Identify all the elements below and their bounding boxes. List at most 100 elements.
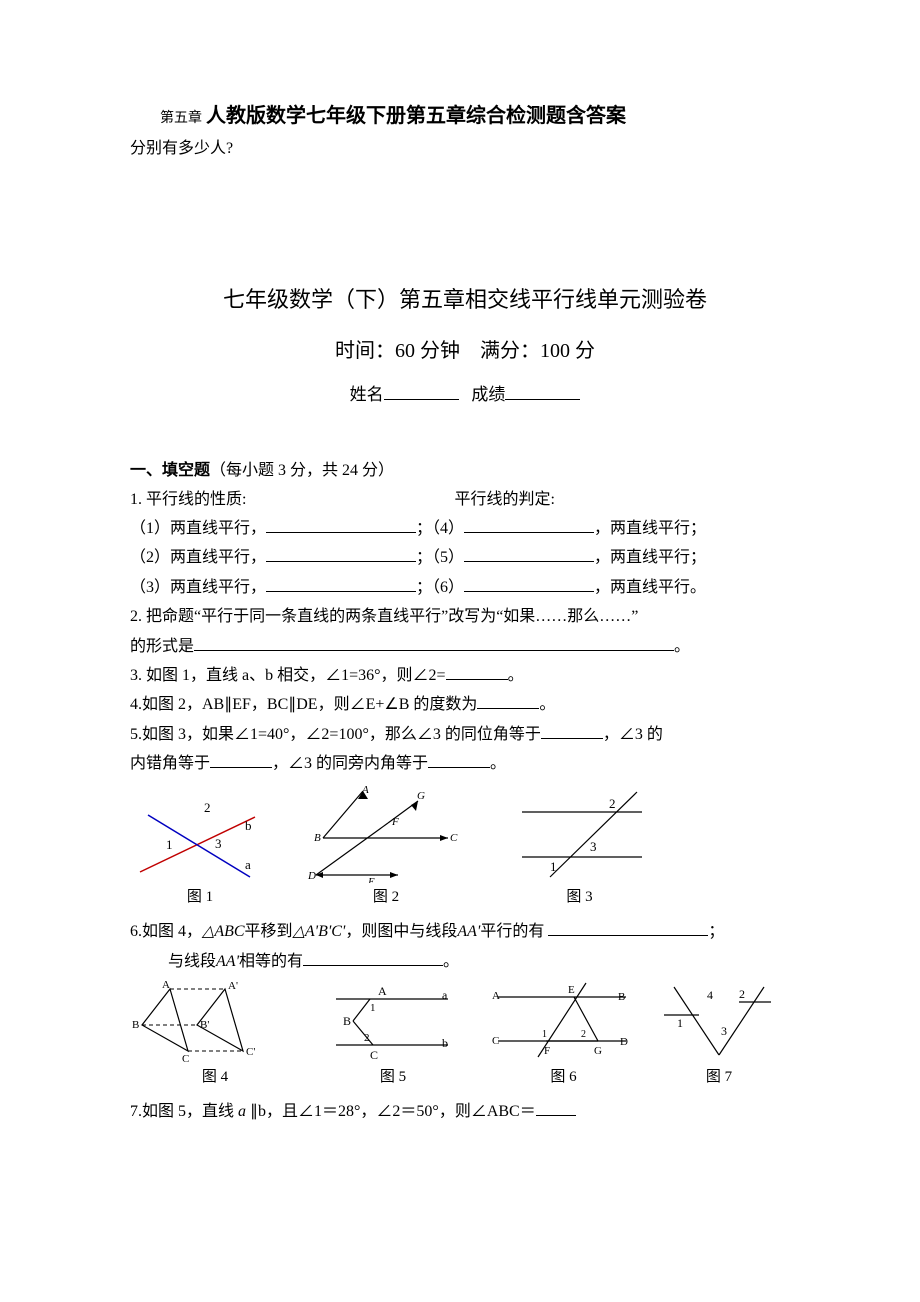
svg-text:1: 1 — [542, 1029, 547, 1040]
q2-blank[interactable] — [194, 635, 674, 651]
figure-6-label: 图 6 — [486, 1065, 641, 1089]
svg-text:C: C — [450, 832, 458, 844]
svg-text:2: 2 — [364, 1032, 370, 1044]
svg-text:F: F — [391, 816, 399, 828]
svg-text:b: b — [442, 1036, 448, 1050]
figures-row-1: 2 b 1 3 a 图 1 A G B F C D E 图 2 — [130, 783, 800, 909]
q5-line2: 内错角等于，∠3 的同旁内角等于。 — [130, 751, 800, 777]
name-blank[interactable] — [384, 383, 459, 400]
figure-6: A E B C 1 2 F G D 图 6 — [486, 977, 641, 1089]
q1-row-2: （2）两直线平行，；（5），两直线平行； — [130, 545, 800, 571]
q2-line2: 的形式是。 — [130, 634, 800, 660]
svg-text:A': A' — [228, 980, 238, 992]
figure-4: A A' B B' C C' 图 4 — [130, 977, 300, 1089]
figure-7-label: 图 7 — [659, 1065, 779, 1089]
svg-text:E: E — [568, 984, 575, 996]
q1-row-3: （3）两直线平行，；（6），两直线平行。 — [130, 575, 800, 601]
figure-2-svg: A G B F C D E — [298, 783, 474, 883]
svg-text:G: G — [417, 790, 425, 802]
q1-stem: 1. 平行线的性质: — [130, 491, 246, 508]
svg-text:3: 3 — [590, 839, 597, 854]
svg-text:B: B — [314, 832, 321, 844]
svg-text:D: D — [307, 870, 316, 882]
figure-1-svg: 2 b 1 3 a — [130, 797, 270, 883]
main-title: 七年级数学（下）第五章相交线平行线单元测验卷 — [130, 282, 800, 317]
svg-text:A: A — [378, 984, 387, 998]
q5-blank-2[interactable] — [210, 752, 272, 768]
svg-text:2: 2 — [609, 796, 616, 811]
figure-7: 4 2 1 3 图 7 — [659, 977, 779, 1089]
section-1-heading: 一、填空题（每小题 3 分，共 24 分） — [130, 458, 800, 484]
q7: 7.如图 5，直线 a ∥b，且∠1＝28°，∠2＝50°，则∠ABC＝ — [130, 1099, 800, 1125]
svg-text:3: 3 — [215, 836, 222, 851]
grade-blank[interactable] — [505, 383, 580, 400]
q1-row-1: （1）两直线平行，；（4），两直线平行； — [130, 516, 800, 542]
q5-blank-1[interactable] — [541, 723, 603, 739]
orphan-question: 分别有多少人? — [130, 136, 800, 162]
q7-blank[interactable] — [536, 1100, 576, 1116]
svg-text:2: 2 — [581, 1029, 586, 1040]
svg-text:C': C' — [246, 1046, 255, 1058]
svg-text:1: 1 — [370, 1002, 376, 1014]
figure-3-label: 图 3 — [502, 885, 657, 909]
grade-label: 成绩 — [471, 385, 505, 404]
q6-line2: 与线段AA'相等的有。 — [168, 949, 800, 975]
chapter-prefix: 第五章 — [160, 111, 202, 126]
svg-text:B: B — [343, 1014, 351, 1028]
q6-blank-1[interactable] — [548, 920, 708, 936]
q3: 3. 如图 1，直线 a、b 相交，∠1=36°，则∠2=。 — [130, 663, 800, 689]
time-score-line: 时间：60 分钟 满分：100 分 — [130, 335, 800, 367]
q1-blank-2[interactable] — [266, 546, 416, 562]
q5-blank-3[interactable] — [428, 752, 490, 768]
svg-text:D: D — [620, 1036, 628, 1048]
figure-5-label: 图 5 — [318, 1065, 468, 1089]
q5-line1: 5.如图 3，如果∠1=40°，∠2=100°，那么∠3 的同位角等于，∠3 的 — [130, 722, 800, 748]
section-1-title: 一、填空题 — [130, 462, 210, 479]
name-grade-line: 姓名 成绩 — [130, 381, 800, 408]
q1-blank-6[interactable] — [464, 576, 594, 592]
svg-text:G: G — [594, 1045, 602, 1057]
svg-text:C: C — [492, 1035, 499, 1047]
q4-blank[interactable] — [477, 693, 539, 709]
figure-4-svg: A A' B B' C C' — [130, 977, 300, 1063]
figure-1: 2 b 1 3 a 图 1 — [130, 797, 270, 909]
q6-line1: 6.如图 4，△ABC平移到△A'B'C'，则图中与线段AA'平行的有 ； — [130, 919, 800, 945]
svg-text:1: 1 — [677, 1016, 683, 1030]
svg-text:b: b — [245, 818, 252, 833]
time-value: 60 分钟 — [395, 340, 460, 362]
q2-line1: 2. 把命题“平行于同一条直线的两条直线平行”改写为“如果……那么……” — [130, 604, 800, 630]
score-value: 100 分 — [540, 340, 595, 362]
svg-text:C: C — [182, 1053, 189, 1063]
time-label: 时间： — [335, 340, 395, 362]
q1-blank-5[interactable] — [464, 546, 594, 562]
section-1-note: （每小题 3 分，共 24 分） — [210, 462, 394, 479]
score-label: 满分： — [480, 340, 540, 362]
name-label: 姓名 — [350, 385, 384, 404]
q1-blank-4[interactable] — [464, 517, 594, 533]
figure-2-label: 图 2 — [298, 885, 474, 909]
figure-5-svg: A a 1 B 2 C b — [318, 977, 468, 1063]
figure-2: A G B F C D E 图 2 — [298, 783, 474, 909]
svg-text:B': B' — [200, 1019, 209, 1031]
figure-1-label: 图 1 — [130, 885, 270, 909]
svg-text:1: 1 — [166, 837, 173, 852]
svg-text:B: B — [618, 991, 625, 1003]
q3-blank[interactable] — [446, 664, 508, 680]
figure-3-svg: 2 3 1 — [502, 787, 657, 883]
q1-blank-3[interactable] — [266, 576, 416, 592]
svg-text:A: A — [361, 784, 369, 796]
svg-text:3: 3 — [721, 1024, 727, 1038]
svg-text:A: A — [492, 990, 500, 1002]
svg-text:4: 4 — [707, 988, 713, 1002]
chapter-title: 人教版数学七年级下册第五章综合检测题含答案 — [206, 105, 626, 127]
figure-3: 2 3 1 图 3 — [502, 787, 657, 909]
q4: 4.如图 2，AB∥EF，BC∥DE，则∠E+∠B 的度数为。 — [130, 692, 800, 718]
chapter-heading: 第五章 人教版数学七年级下册第五章综合检测题含答案 — [160, 100, 800, 132]
svg-text:E: E — [367, 876, 375, 883]
q1-blank-1[interactable] — [266, 517, 416, 533]
q6-blank-2[interactable] — [303, 950, 443, 966]
svg-text:a: a — [442, 988, 448, 1002]
figures-row-2: A A' B B' C C' 图 4 A a 1 B 2 C b 图 5 — [130, 977, 800, 1089]
figure-6-svg: A E B C 1 2 F G D — [486, 977, 641, 1063]
svg-text:2: 2 — [739, 987, 745, 1001]
